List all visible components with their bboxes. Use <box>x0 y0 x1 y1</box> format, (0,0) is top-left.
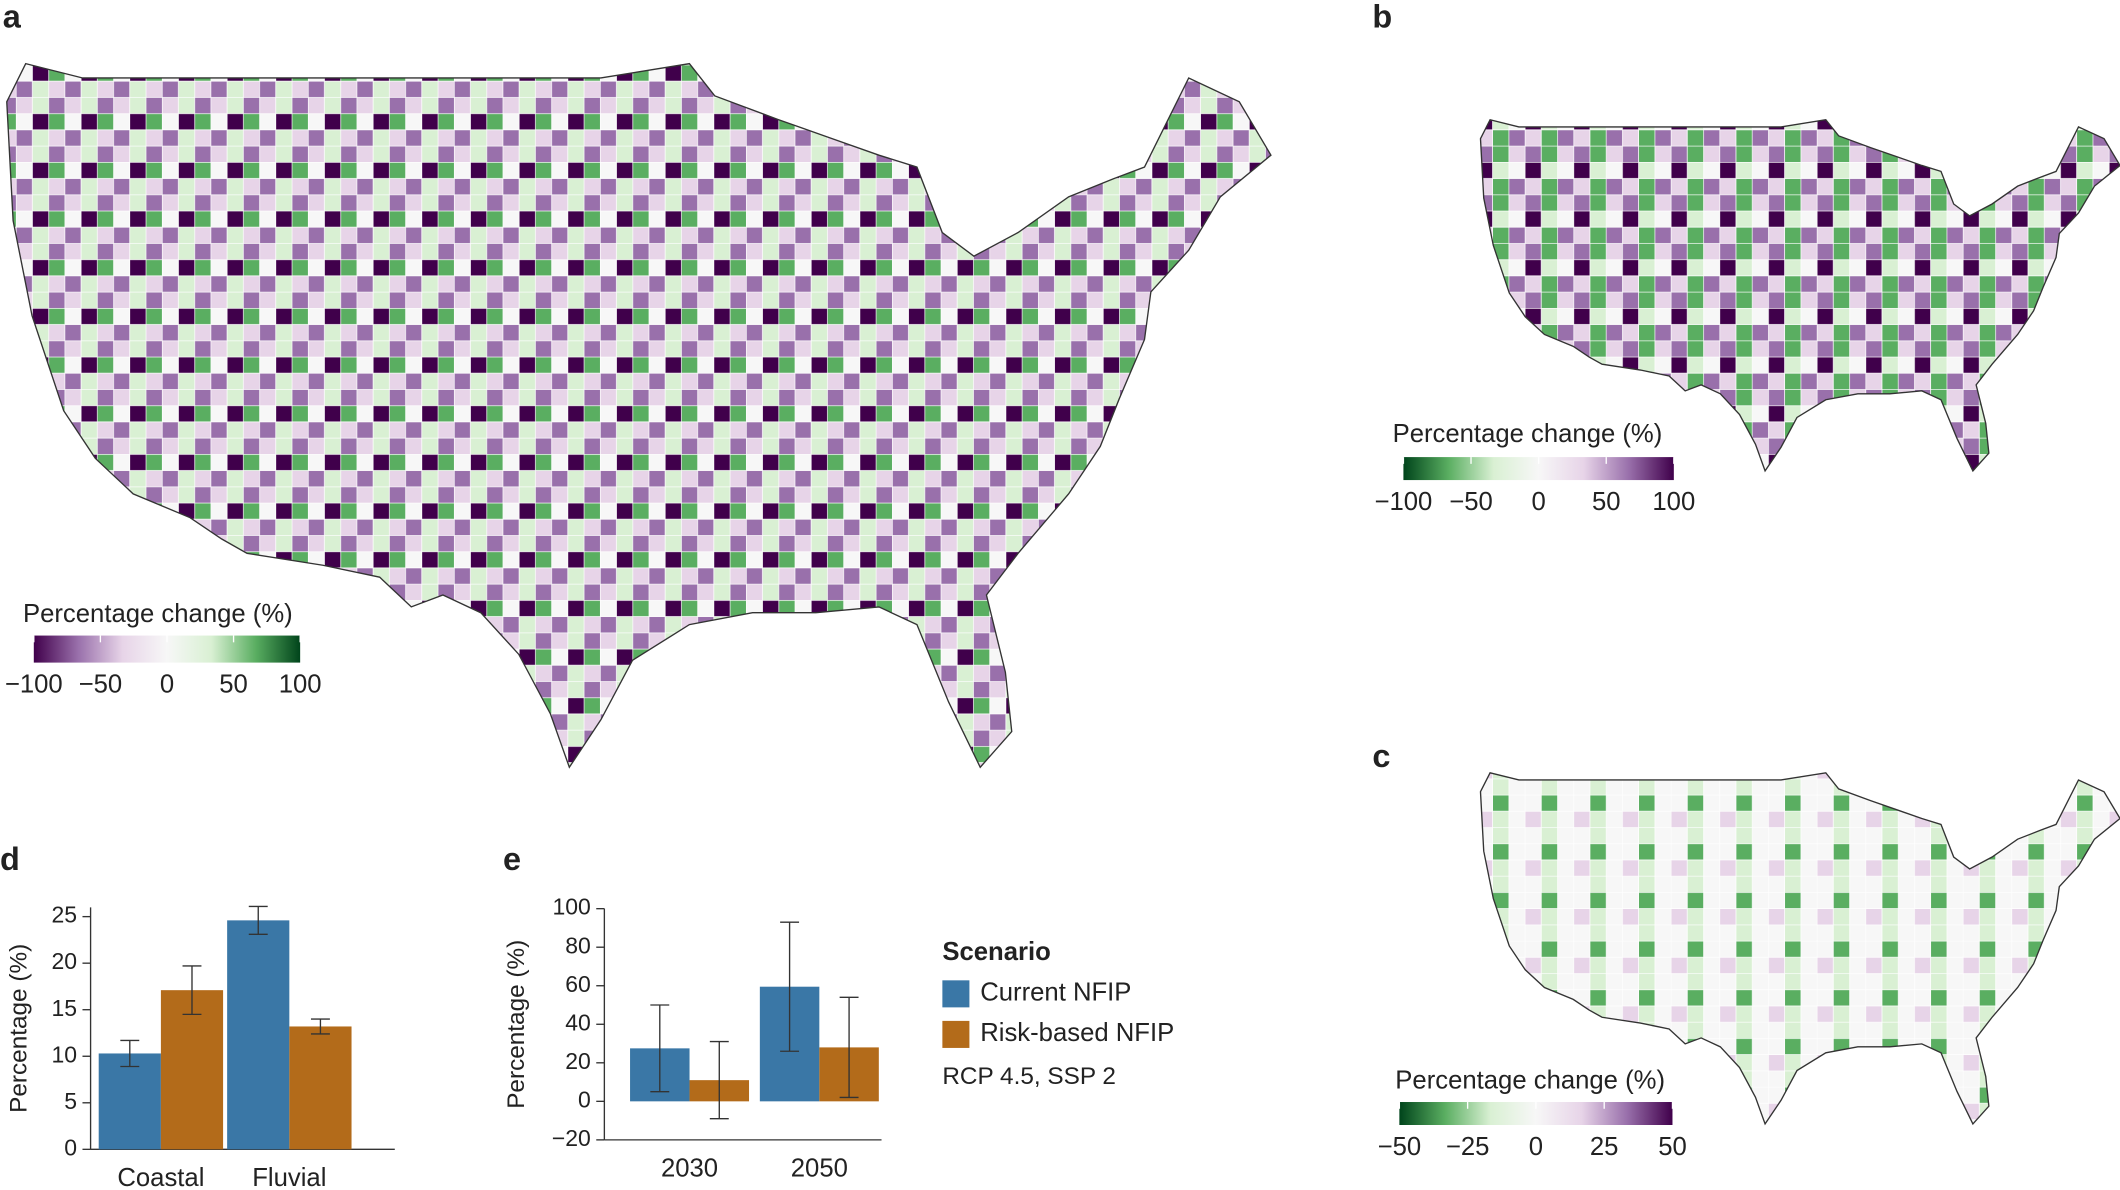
map-outline <box>1479 772 2120 1126</box>
y-tick-label: 0 <box>64 1134 77 1160</box>
legend-label: Current NFIP <box>980 979 1131 1007</box>
error-bar <box>780 921 800 1052</box>
y-tick-label: 15 <box>52 995 78 1021</box>
panel-label: d <box>0 841 20 877</box>
map <box>6 62 1272 769</box>
error-bar <box>709 1040 729 1120</box>
colorbar-title: Percentage change (%) <box>1393 420 1663 448</box>
x-tick-label: 2050 <box>791 1154 848 1182</box>
y-tick-label: 40 <box>565 1009 591 1035</box>
colorbar-title: Percentage change (%) <box>23 600 293 628</box>
colorbar-tick-label: −50 <box>1378 1133 1422 1161</box>
colorbar-tick-label: −50 <box>1449 488 1493 516</box>
legend-title: Scenario <box>942 938 1050 966</box>
y-tick-label: 20 <box>52 948 78 974</box>
error-bar <box>310 1018 330 1035</box>
map <box>1479 772 2120 1126</box>
colorbar-tick-label: 25 <box>1590 1133 1619 1161</box>
colorbar-tick-label: 100 <box>1652 488 1695 516</box>
y-tick-label: −20 <box>552 1125 591 1151</box>
y-tick-label: 5 <box>64 1088 77 1114</box>
y-tick-label: 100 <box>553 894 591 920</box>
bar <box>160 990 224 1150</box>
panel-label: a <box>3 0 22 35</box>
colorbar-tick-label: −100 <box>5 670 63 698</box>
map <box>1479 118 2120 473</box>
y-tick-label: 0 <box>578 1086 591 1112</box>
colorbar-tick-label: 0 <box>1529 1133 1543 1161</box>
y-axis-label: Percentage (%) <box>503 940 530 1109</box>
error-bar <box>248 905 268 935</box>
error-bar <box>839 996 859 1099</box>
y-tick-label: 60 <box>565 971 591 997</box>
legend-label: Risk-based NFIP <box>980 1019 1174 1047</box>
bar <box>98 1053 161 1150</box>
panel-label: e <box>503 841 521 877</box>
colorbar-tick-label: 50 <box>1658 1133 1687 1161</box>
colorbar-tick-label: −25 <box>1446 1133 1490 1161</box>
legend-swatch <box>942 980 970 1008</box>
colorbar-tick-label: −50 <box>79 670 123 698</box>
panel-label: b <box>1372 0 1392 35</box>
colorbar-tick-label: 0 <box>160 670 174 698</box>
map-outline <box>1479 118 2120 473</box>
error-bar <box>182 965 202 1016</box>
y-axis-label: Percentage (%) <box>6 944 33 1113</box>
legend-swatch <box>942 1020 970 1048</box>
colorbar-tick-label: 0 <box>1531 488 1545 516</box>
bar <box>289 1026 352 1150</box>
note: RCP 4.5, SSP 2 <box>942 1063 1116 1090</box>
y-tick-label: 80 <box>565 932 591 958</box>
map-outline <box>6 62 1272 769</box>
x-tick-label: 2030 <box>661 1154 718 1182</box>
error-bar <box>650 1004 670 1093</box>
colorbar-tick-label: 50 <box>219 670 248 698</box>
colorbar-title: Percentage change (%) <box>1395 1067 1665 1095</box>
x-tick-label: Fluvial <box>252 1164 326 1190</box>
y-tick-label: 10 <box>52 1041 78 1067</box>
y-tick-label: 25 <box>52 902 78 928</box>
error-bar <box>120 1039 140 1068</box>
colorbar-tick-label: −100 <box>1375 488 1433 516</box>
colorbar-tick-label: 50 <box>1592 488 1621 516</box>
colorbar-tick-label: 100 <box>279 670 322 698</box>
x-tick-label: Coastal <box>117 1164 204 1190</box>
y-tick-label: 20 <box>565 1048 591 1074</box>
panel-label: c <box>1372 738 1390 774</box>
bar <box>227 920 290 1150</box>
